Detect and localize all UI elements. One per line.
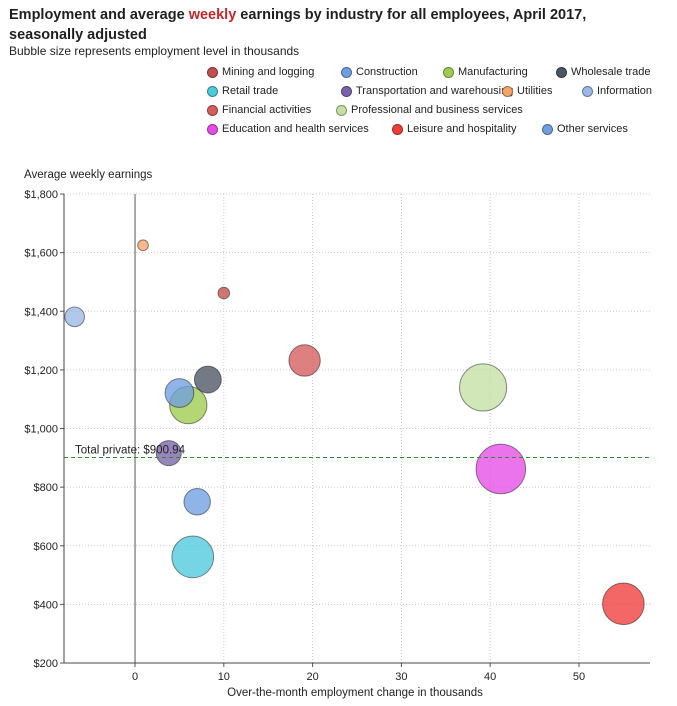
y-axis-title: Average weekly earnings xyxy=(24,169,153,181)
legend-label: Construction xyxy=(356,66,418,78)
legend-label: Leisure and hospitality xyxy=(407,123,517,135)
legend-label: Mining and logging xyxy=(222,66,315,78)
legend-item-retail-trade[interactable]: Retail trade xyxy=(207,85,278,97)
legend-item-leisure-and-hospitality[interactable]: Leisure and hospitality xyxy=(392,123,516,135)
title-part-before: Employment and average xyxy=(9,7,189,23)
legend-swatch xyxy=(336,104,347,116)
chart-title: Employment and average weekly earnings b… xyxy=(9,5,629,45)
bubble-leisure-and-hospitality xyxy=(602,582,645,626)
x-tick-label: 50 xyxy=(573,671,585,683)
grid xyxy=(64,193,650,663)
legend-swatch xyxy=(443,66,454,78)
axes: $200 $400 $600 $800 $1,000 $1,200 $1,400 $1,600… xyxy=(24,169,650,699)
legend-label: Manufacturing xyxy=(458,66,528,78)
bubble-utilities xyxy=(137,239,149,252)
legend-label: Professional and business services xyxy=(351,104,523,116)
legend-label: Information xyxy=(597,85,653,97)
legend-item-professional-and-business-services[interactable]: Professional and business services xyxy=(336,104,523,116)
y-tick-label: $1,000 xyxy=(24,424,58,436)
legend-label: Financial activities xyxy=(222,104,312,116)
legend-item-education-and-health-services[interactable]: Education and health services xyxy=(207,123,369,135)
bubbles xyxy=(64,239,645,626)
legend-label: Education and health services xyxy=(222,123,369,135)
y-tick-label: $1,600 xyxy=(24,248,58,260)
bubble-construction xyxy=(164,378,195,408)
x-tick-label: 20 xyxy=(306,671,318,683)
legend-label: Utilities xyxy=(517,85,553,97)
legend-item-mining-and-logging[interactable]: Mining and logging xyxy=(207,66,314,78)
legend-swatch xyxy=(207,66,218,78)
legend-item-wholesale-trade[interactable]: Wholesale trade xyxy=(556,66,651,78)
y-tick-label: $600 xyxy=(34,541,58,553)
legend-item-other-services[interactable]: Other services xyxy=(542,123,628,135)
bubble-transportation-and-warehousing xyxy=(155,440,182,467)
legend-item-utilities[interactable]: Utilities xyxy=(502,85,552,97)
legend-swatch xyxy=(542,123,553,135)
legend-swatch xyxy=(207,123,218,135)
y-tick-label: $1,400 xyxy=(24,306,58,318)
x-tick-label: 0 xyxy=(132,671,138,683)
legend-swatch xyxy=(556,66,567,78)
legend-item-information[interactable]: Information xyxy=(582,85,652,97)
legend-item-financial-activities[interactable]: Financial activities xyxy=(207,104,311,116)
bubble-wholesale-trade xyxy=(193,365,222,394)
x-tick-label: 40 xyxy=(484,671,496,683)
legend-swatch xyxy=(207,85,218,97)
reference-line-group: Total private: $900.94 xyxy=(64,445,650,459)
y-tick-label: $400 xyxy=(34,599,58,611)
bubble-retail-trade xyxy=(171,535,215,579)
legend-swatch xyxy=(207,104,218,116)
legend-swatch xyxy=(392,123,403,135)
chart-subtitle: Bubble size represents employment level … xyxy=(9,44,300,58)
legend-swatch xyxy=(341,85,352,97)
legend-swatch xyxy=(341,66,352,78)
bubble-mining-and-logging xyxy=(217,286,231,300)
bubble-education-and-health-services xyxy=(475,443,527,495)
legend-label: Wholesale trade xyxy=(571,66,651,78)
x-axis-title: Over-the-month employment change in thou… xyxy=(227,687,483,699)
total-private-label: Total private: $900.94 xyxy=(75,445,186,457)
y-tick-label: $1,200 xyxy=(24,365,58,377)
bubble-professional-and-business-services xyxy=(459,363,508,412)
legend-item-construction[interactable]: Construction xyxy=(341,66,418,78)
bubble-information xyxy=(64,306,85,328)
x-tick-label: 30 xyxy=(395,671,407,683)
legend-label: Transportation and warehousing xyxy=(356,85,514,97)
legend-label: Retail trade xyxy=(222,85,279,97)
title-part-after: earnings by industry for all employees, … xyxy=(9,7,587,43)
legend-item-manufacturing[interactable]: Manufacturing xyxy=(443,66,528,78)
legend-label: Other services xyxy=(557,123,628,135)
title-highlight: weekly xyxy=(188,7,237,23)
y-tick-label: $200 xyxy=(34,658,58,670)
x-tick-label: 10 xyxy=(218,671,230,683)
legend-swatch xyxy=(502,85,513,97)
y-tick-label: $800 xyxy=(34,482,58,494)
legend-swatch xyxy=(582,85,593,97)
y-tick-label: $1,800 xyxy=(24,189,58,201)
legend-item-transportation-and-warehousing[interactable]: Transportation and warehousing xyxy=(341,85,513,97)
bubble-other-services xyxy=(183,488,211,516)
bubble-financial-activities xyxy=(288,344,321,377)
